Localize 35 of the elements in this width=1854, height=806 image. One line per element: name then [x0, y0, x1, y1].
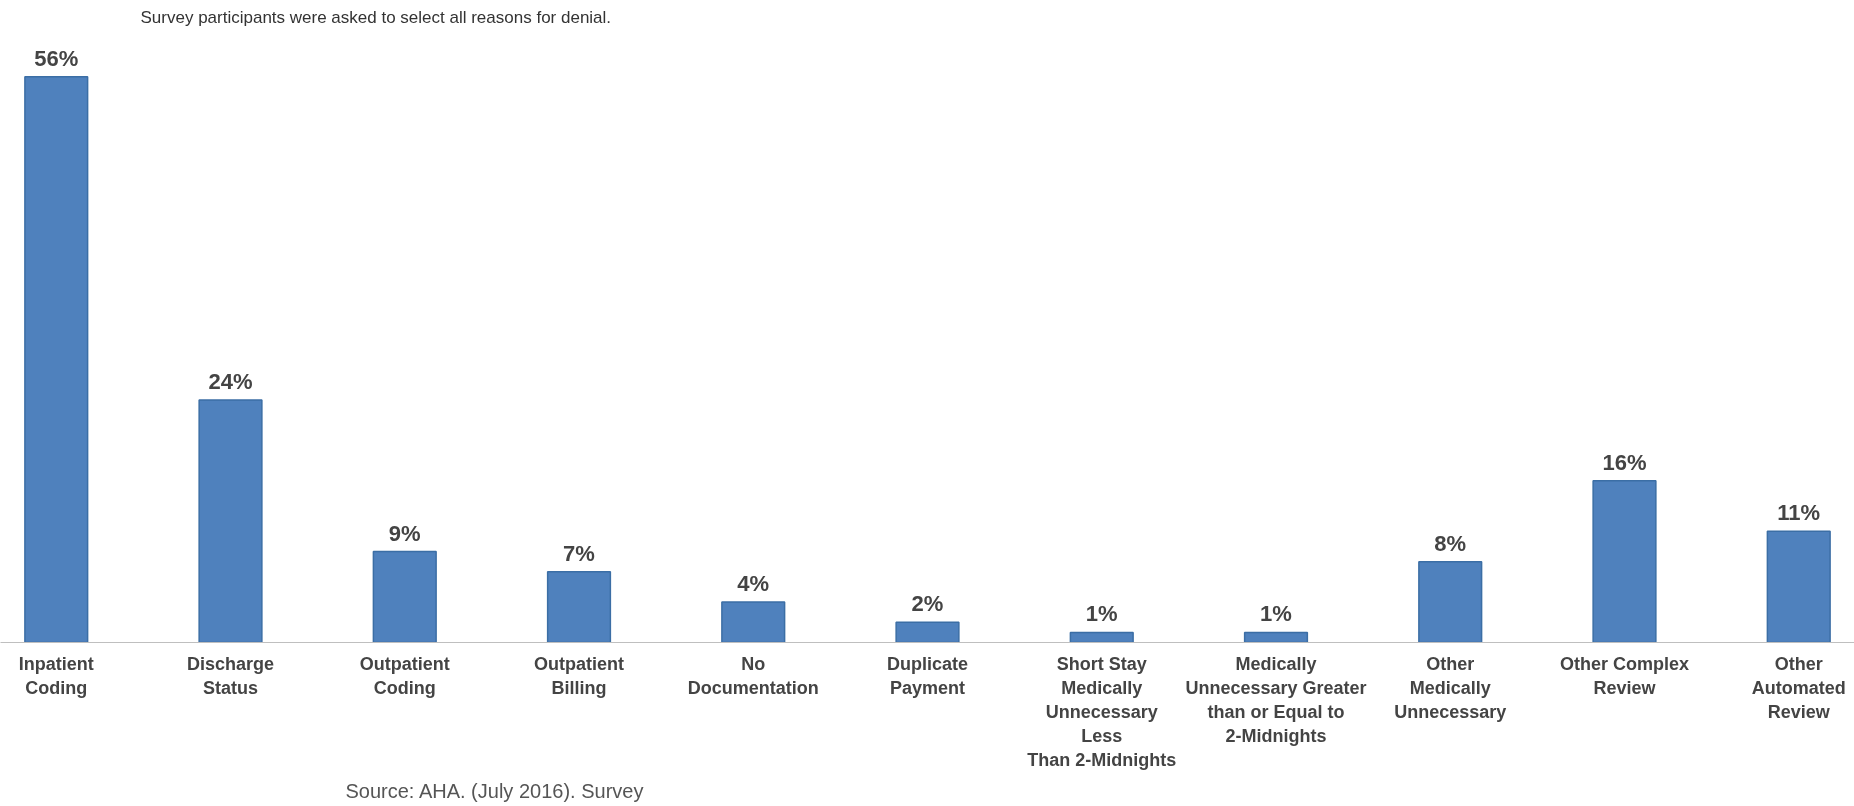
x-tick-label: Outpatient Coding — [359, 653, 450, 698]
data-label: 1% — [1260, 601, 1292, 627]
chart-subtitle: Survey participants were asked to select all reasons for denial. — [140, 7, 612, 27]
data-label: 4% — [737, 571, 770, 597]
bar — [1766, 530, 1831, 643]
bar — [1069, 631, 1134, 643]
bar — [1592, 480, 1657, 643]
data-label: 1% — [1085, 601, 1118, 627]
x-tick-label: Other Automated Review — [1751, 653, 1846, 722]
data-label: 56% — [34, 45, 79, 71]
bar — [546, 571, 612, 643]
data-label: 16% — [1602, 449, 1647, 475]
data-label: 2% — [911, 591, 944, 617]
bar — [198, 399, 263, 643]
x-tick-label: Other Complex Review — [1559, 653, 1690, 698]
bar — [1243, 631, 1309, 643]
data-label: 11% — [1777, 500, 1821, 526]
data-label: 8% — [1434, 530, 1467, 556]
data-label: 9% — [388, 520, 421, 546]
source-note: Source: AHA. (July 2016). Survey — [345, 779, 644, 802]
data-label: 24% — [208, 369, 253, 395]
bar — [1418, 560, 1483, 643]
bar — [24, 76, 89, 643]
bar — [372, 550, 437, 643]
x-tick-label: Short Stay Medically Unnecessary Less Than 2-Midnights — [1027, 653, 1177, 770]
x-tick-label: Inpatient Coding — [18, 653, 94, 698]
x-tick-label: No Documentation — [687, 653, 819, 698]
data-label: 7% — [563, 540, 595, 566]
x-tick-label: Outpatient Billing — [534, 653, 625, 698]
x-tick-label: Medically Unnecessary Greater than or Equal to 2-Midnights — [1185, 653, 1367, 746]
bar — [895, 621, 960, 643]
bar — [721, 601, 786, 643]
x-tick-label: Other Medically Unnecessary — [1394, 653, 1507, 722]
x-tick-label: Duplicate Payment — [886, 653, 969, 698]
x-tick-label: Discharge Status — [186, 653, 275, 698]
